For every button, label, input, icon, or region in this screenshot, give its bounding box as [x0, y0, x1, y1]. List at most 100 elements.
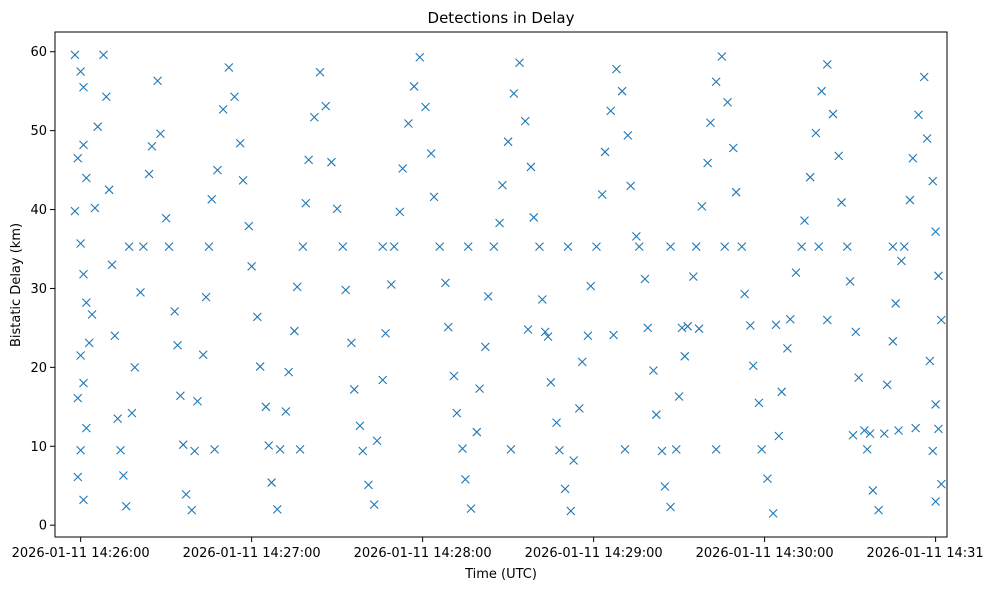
y-tick-label: 60: [30, 45, 47, 60]
data-point-marker: [928, 176, 938, 186]
data-point-marker: [586, 281, 596, 291]
data-point-marker: [515, 58, 524, 68]
data-point-marker: [879, 429, 889, 439]
x-tick-label: 2026-01-11 14:31:00: [867, 546, 984, 561]
chart-title: Detections in Delay: [428, 9, 575, 27]
data-point-marker: [110, 331, 120, 341]
data-point-marker: [791, 268, 801, 278]
data-point-marker: [289, 326, 299, 336]
y-tick-label: 10: [30, 440, 47, 455]
data-point-marker: [386, 280, 396, 289]
data-point-marker: [332, 204, 342, 214]
data-point-marker: [403, 119, 413, 128]
data-point-marker: [463, 242, 473, 252]
data-point-marker: [466, 504, 476, 513]
data-point-marker: [119, 471, 128, 480]
data-points: [70, 50, 946, 518]
data-point-marker: [421, 102, 430, 112]
data-point-marker: [443, 322, 453, 332]
data-point-marker: [931, 227, 940, 237]
data-point-marker: [934, 424, 943, 434]
data-point-marker: [677, 323, 687, 333]
data-point-marker: [931, 497, 940, 506]
data-point-marker: [748, 361, 758, 371]
data-point-marker: [546, 377, 556, 387]
data-point-marker: [888, 336, 898, 346]
data-point-marker: [292, 282, 302, 292]
y-axis-label: Bistatic Delay (km): [9, 223, 24, 347]
data-point-marker: [894, 426, 903, 435]
data-point-marker: [574, 403, 584, 413]
data-point-marker: [70, 206, 80, 216]
data-point-marker: [127, 408, 137, 418]
data-point-marker: [520, 116, 530, 126]
data-point-marker: [213, 165, 222, 175]
data-point-marker: [238, 175, 248, 185]
data-point-marker: [671, 445, 681, 454]
data-point-marker: [592, 242, 601, 252]
data-point-marker: [674, 392, 684, 401]
data-point-marker: [173, 340, 182, 350]
data-point-marker: [754, 398, 764, 408]
data-point-marker: [911, 423, 921, 433]
data-point-marker: [720, 242, 730, 252]
data-point-marker: [349, 385, 359, 394]
data-point-marker: [460, 475, 470, 484]
data-point-marker: [737, 242, 747, 252]
data-point-marker: [745, 321, 755, 330]
data-point-marker: [862, 445, 872, 454]
data-point-marker: [261, 402, 271, 412]
data-point-marker: [73, 153, 83, 163]
data-point-marker: [811, 128, 821, 138]
data-point-marker: [914, 110, 923, 120]
data-point-marker: [181, 490, 191, 499]
data-point-marker: [107, 260, 117, 270]
data-point-marker: [93, 122, 103, 132]
data-point-marker: [865, 429, 875, 439]
data-point-marker: [683, 321, 693, 331]
data-point-marker: [577, 357, 587, 367]
data-point-marker: [922, 134, 932, 143]
data-point-marker: [378, 375, 388, 385]
data-point-marker: [822, 315, 832, 325]
x-ticks: 2026-01-11 14:26:00 2026-01-11 14:27:00 20…: [12, 537, 984, 561]
data-point-marker: [660, 482, 670, 491]
data-point-marker: [785, 314, 795, 324]
data-point-marker: [99, 50, 108, 60]
data-point-marker: [121, 501, 131, 511]
data-point-marker: [76, 351, 86, 360]
data-point-marker: [649, 366, 658, 375]
data-point-marker: [190, 446, 200, 456]
data-point-marker: [81, 173, 91, 183]
data-point-marker: [657, 446, 667, 456]
data-point-marker: [905, 195, 915, 205]
data-point-marker: [113, 414, 123, 424]
data-point-marker: [617, 86, 627, 96]
data-point-marker: [79, 82, 88, 92]
data-point-marker: [600, 147, 610, 157]
data-point-marker: [295, 445, 305, 454]
data-point-marker: [925, 356, 935, 366]
data-point-marker: [153, 76, 162, 86]
data-point-marker: [298, 242, 308, 252]
data-point-marker: [458, 444, 467, 454]
data-point-marker: [936, 479, 946, 489]
y-tick-label: 50: [30, 124, 47, 139]
data-point-marker: [783, 344, 792, 353]
data-point-marker: [267, 478, 276, 487]
data-point-marker: [429, 192, 439, 202]
data-point-marker: [309, 112, 319, 122]
data-point-marker: [711, 77, 721, 87]
data-point-marker: [341, 285, 351, 295]
x-tick-label: 2026-01-11 14:26:00: [12, 546, 150, 561]
data-point-marker: [845, 276, 855, 286]
data-point-marker: [711, 445, 721, 454]
data-point-marker: [897, 256, 906, 266]
data-point-marker: [144, 169, 154, 179]
data-point-marker: [79, 269, 88, 279]
data-point-marker: [321, 101, 331, 111]
data-point-marker: [503, 137, 513, 147]
y-tick-label: 20: [30, 361, 47, 376]
data-point-marker: [757, 445, 767, 454]
